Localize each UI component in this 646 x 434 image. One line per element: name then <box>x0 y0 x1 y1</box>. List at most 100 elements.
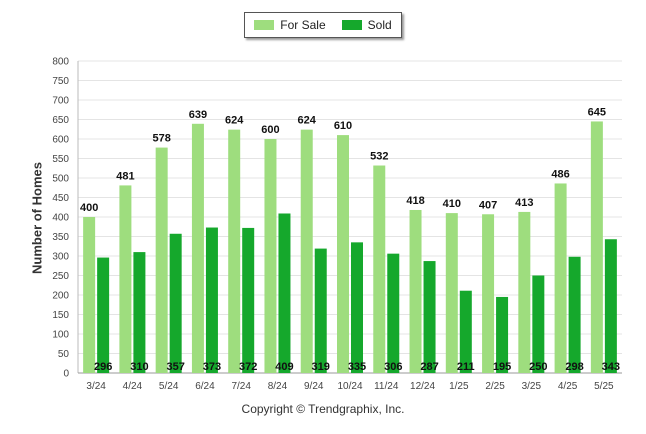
bar-sold <box>169 233 182 373</box>
data-label-for-sale: 410 <box>443 198 461 210</box>
bar-sold <box>314 248 327 373</box>
data-label-sold: 195 <box>493 361 511 373</box>
y-tick-label: 200 <box>52 291 69 302</box>
bar-for-sale <box>337 135 349 373</box>
data-label-for-sale: 639 <box>189 109 207 121</box>
data-label-for-sale: 407 <box>479 199 497 211</box>
x-tick-label: 2/25 <box>485 381 505 392</box>
y-tick-label: 50 <box>58 349 70 360</box>
data-label-for-sale: 645 <box>588 106 606 118</box>
legend-swatch-sold <box>341 20 362 30</box>
x-tick-label: 6/24 <box>195 381 215 392</box>
bar-for-sale <box>191 123 204 373</box>
bar-for-sale <box>155 147 168 373</box>
y-tick-label: 400 <box>52 213 69 224</box>
data-label-for-sale: 481 <box>116 170 134 182</box>
y-tick-label: 350 <box>52 232 69 243</box>
legend-label-sold: Sold <box>367 18 392 32</box>
bar-sold <box>423 261 436 373</box>
data-label-sold: 335 <box>348 361 366 373</box>
bar-sold <box>459 290 472 373</box>
data-label-sold: 319 <box>312 361 330 373</box>
bar-for-sale <box>300 129 313 373</box>
y-tick-label: 650 <box>52 115 69 126</box>
x-tick-label: 4/24 <box>123 381 143 392</box>
y-tick-label: 500 <box>52 174 69 185</box>
y-tick-label: 800 <box>52 57 69 68</box>
bar-sold <box>604 239 617 373</box>
y-tick-label: 600 <box>52 135 69 146</box>
data-label-for-sale: 532 <box>370 151 388 163</box>
bar-for-sale <box>554 183 567 373</box>
data-label-for-sale: 486 <box>551 168 569 180</box>
y-axis-label: Number of Homes <box>29 162 45 274</box>
copyright-credit: Copyright © Trendgraphix, Inc. <box>241 402 405 416</box>
bar-sold <box>532 275 545 373</box>
x-tick-label: 12/24 <box>410 381 435 392</box>
bar-sold <box>351 242 363 373</box>
legend-item-sold[interactable]: Sold <box>341 18 392 32</box>
bar-sold <box>133 252 146 373</box>
legend-label-for-sale: For Sale <box>280 18 326 32</box>
bar-for-sale <box>228 129 241 373</box>
data-label-sold: 306 <box>384 361 402 373</box>
x-tick-label: 8/24 <box>268 381 288 392</box>
data-label-for-sale: 610 <box>334 120 352 132</box>
data-label-sold: 343 <box>602 361 620 373</box>
data-label-for-sale: 413 <box>515 197 533 209</box>
y-tick-label: 300 <box>52 252 69 263</box>
data-label-for-sale: 624 <box>225 115 244 127</box>
legend-swatch-for-sale <box>254 20 275 30</box>
x-tick-label: 5/25 <box>594 381 614 392</box>
bar-sold <box>496 296 509 373</box>
bar-sold <box>242 227 255 373</box>
bar-sold <box>278 213 291 373</box>
data-label-sold: 211 <box>457 361 475 373</box>
y-tick-label: 0 <box>63 369 69 380</box>
x-tick-label: 3/25 <box>522 381 542 392</box>
data-label-sold: 250 <box>529 361 547 373</box>
x-tick-label: 11/24 <box>374 381 399 392</box>
x-tick-label: 5/24 <box>159 381 179 392</box>
bar-for-sale <box>409 209 422 373</box>
bar-sold <box>97 257 110 373</box>
bar-for-sale <box>518 211 531 373</box>
data-label-sold: 373 <box>203 361 221 373</box>
data-label-for-sale: 578 <box>152 133 170 145</box>
x-tick-label: 7/24 <box>231 381 251 392</box>
x-tick-label: 1/25 <box>449 381 469 392</box>
y-tick-label: 550 <box>52 154 69 165</box>
y-tick-label: 450 <box>52 193 69 204</box>
bar-sold <box>387 253 400 373</box>
y-tick-label: 100 <box>52 330 69 341</box>
data-label-sold: 296 <box>94 361 112 373</box>
bar-for-sale <box>482 214 495 373</box>
data-label-for-sale: 600 <box>261 124 279 136</box>
bar-for-sale <box>83 217 96 373</box>
x-tick-label: 9/24 <box>304 381 324 392</box>
data-label-sold: 298 <box>565 361 583 373</box>
x-tick-label: 4/25 <box>558 381 578 392</box>
bar-for-sale <box>590 121 603 373</box>
bar-for-sale <box>445 213 458 373</box>
data-label-sold: 310 <box>130 361 148 373</box>
data-label-for-sale: 400 <box>80 202 98 214</box>
y-tick-label: 700 <box>52 96 69 107</box>
data-label-sold: 409 <box>275 361 293 373</box>
y-tick-label: 150 <box>52 310 69 321</box>
data-label-for-sale: 418 <box>406 195 424 207</box>
y-tick-label: 750 <box>52 76 69 87</box>
y-tick-label: 250 <box>52 271 69 282</box>
x-tick-label: 10/24 <box>337 381 362 392</box>
x-tick-label: 3/24 <box>86 381 106 392</box>
legend: For Sale Sold <box>244 12 402 38</box>
data-label-sold: 357 <box>166 361 184 373</box>
data-label-for-sale: 624 <box>298 115 317 127</box>
data-label-sold: 372 <box>239 361 257 373</box>
bar-for-sale <box>264 139 277 373</box>
legend-item-for-sale[interactable]: For Sale <box>254 18 326 32</box>
bar-for-sale <box>119 185 132 373</box>
bar-for-sale <box>373 165 386 373</box>
data-label-sold: 287 <box>420 361 438 373</box>
